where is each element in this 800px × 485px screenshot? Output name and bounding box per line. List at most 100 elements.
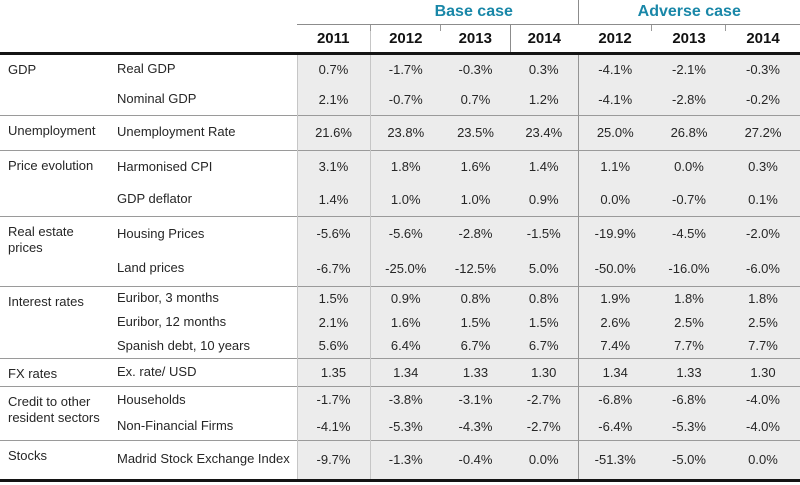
value-cell: -4.5%	[652, 215, 726, 251]
value-cell: -2.8%	[441, 215, 510, 251]
value-cell: -5.3%	[652, 413, 726, 440]
value-cell: 2.5%	[726, 310, 800, 334]
value-cell: 0.7%	[441, 84, 510, 115]
value-cell: 0.3%	[510, 52, 579, 84]
value-cell: 1.6%	[370, 310, 441, 334]
table-row: Credit to other resident sectors Househol…	[0, 385, 800, 440]
indicator-label: Madrid Stock Exchange Index	[110, 439, 297, 480]
value-cell: -5.3%	[370, 413, 441, 440]
value-cell: -51.3%	[578, 439, 652, 480]
value-cell: 0.1%	[726, 183, 800, 216]
value-cell: -6.8%	[578, 385, 652, 413]
value-cell: -12.5%	[441, 251, 510, 286]
value-cell: -0.2%	[726, 84, 800, 115]
year-header-adverse-2012: 2012	[578, 24, 652, 55]
value-cell: -3.1%	[441, 385, 510, 413]
table-row: Non-Financial Firms -4.1% -5.3% -4.3% -2.7% -…	[0, 413, 800, 440]
value-cell: 1.1%	[578, 149, 652, 183]
value-cell: -4.1%	[296, 413, 371, 440]
years-header-row: 2011 2012 2013 2014 2012 2013 2014	[0, 24, 800, 55]
value-cell: -1.3%	[370, 439, 441, 480]
indicator-label: Nominal GDP	[110, 84, 297, 115]
value-cell: 5.0%	[510, 251, 579, 286]
group-real-estate-prices: Real estate prices Housing Prices -5.6% -5.…	[0, 215, 800, 286]
value-cell: 7.4%	[578, 334, 652, 358]
indicator-label: Non-Financial Firms	[110, 413, 297, 440]
value-cell: 23.5%	[441, 114, 510, 150]
indicator-label: Euribor, 3 months	[110, 285, 297, 310]
base-case-header: Base case	[370, 0, 578, 25]
year-header-base-2014: 2014	[509, 24, 578, 55]
group-credit-to-other-resident-sectors: Credit to other resident sectors Househol…	[0, 385, 800, 440]
value-cell: -4.0%	[726, 413, 800, 440]
value-cell: -0.3%	[726, 52, 800, 84]
group-price-evolution: Price evolution Harmonised CPI 3.1% 1.8% 1.6…	[0, 149, 800, 216]
value-cell: -1.5%	[510, 215, 579, 251]
value-cell: 0.3%	[726, 149, 800, 183]
value-cell: 0.8%	[441, 285, 510, 310]
value-cell: 2.1%	[296, 310, 371, 334]
value-cell: 21.6%	[296, 114, 371, 150]
indicator-label: Euribor, 12 months	[110, 310, 297, 334]
table-row: GDP deflator 1.4% 1.0% 1.0% 0.9% 0.0% -0.7% 0.1…	[0, 183, 800, 216]
group-gdp: GDP Real GDP 0.7% -1.7% -0.3% 0.3% -4.1% -2.1% -…	[0, 52, 800, 115]
table-row: FX rates Ex. rate/ USD 1.35 1.34 1.33 1.30 1.3…	[0, 357, 800, 386]
value-cell: -2.8%	[652, 84, 726, 115]
table-row: Spanish debt, 10 years 5.6% 6.4% 6.7% 6.7% 7.…	[0, 334, 800, 358]
indicator-label: Housing Prices	[110, 215, 297, 251]
indicator-label: Spanish debt, 10 years	[110, 334, 297, 358]
value-cell: 2.5%	[652, 310, 726, 334]
value-cell: 1.30	[726, 357, 800, 386]
value-cell: -0.4%	[441, 439, 510, 480]
value-cell: -4.1%	[578, 84, 652, 115]
category-label: Stocks	[0, 439, 110, 480]
value-cell: -6.8%	[652, 385, 726, 413]
value-cell: -4.1%	[578, 52, 652, 84]
table-row: Real estate prices Housing Prices -5.6% -5.…	[0, 215, 800, 286]
table-row: GDP Real GDP 0.7% -1.7% -0.3% 0.3% -4.1% -2.1% -…	[0, 52, 800, 115]
value-cell: -2.7%	[510, 413, 579, 440]
category-label: GDP	[0, 52, 110, 115]
value-cell: 6.7%	[510, 334, 579, 358]
case-header-row: Base case Adverse case	[0, 0, 800, 25]
value-cell: 1.0%	[441, 183, 510, 216]
value-cell: 1.34	[370, 357, 441, 386]
indicator-label: Harmonised CPI	[110, 149, 297, 183]
value-cell: 1.33	[441, 357, 510, 386]
year-header-base-2011: 2011	[297, 24, 371, 55]
value-cell: 1.5%	[510, 310, 579, 334]
value-cell: 0.0%	[578, 183, 652, 216]
header-spacer-2011	[297, 0, 370, 25]
category-label: Interest rates	[0, 285, 110, 358]
table-row: Euribor, 12 months 2.1% 1.6% 1.5% 1.5% 2.6% 2.…	[0, 310, 800, 334]
indicator-label: Real GDP	[110, 52, 297, 84]
group-interest-rates: Interest rates Euribor, 3 months 1.5% 0.9% 0…	[0, 285, 800, 358]
value-cell: -5.6%	[370, 215, 441, 251]
value-cell: 0.9%	[510, 183, 579, 216]
year-header-adverse-2013: 2013	[651, 24, 726, 55]
value-cell: -5.6%	[296, 215, 371, 251]
value-cell: 1.34	[578, 357, 652, 386]
value-cell: -0.7%	[370, 84, 441, 115]
value-cell: -3.8%	[370, 385, 441, 413]
value-cell: 1.9%	[578, 285, 652, 310]
header-spacer	[0, 0, 297, 24]
value-cell: 6.4%	[370, 334, 441, 358]
value-cell: 1.4%	[510, 149, 579, 183]
value-cell: 1.0%	[370, 183, 441, 216]
value-cell: 26.8%	[652, 114, 726, 150]
value-cell: 0.0%	[510, 439, 579, 480]
value-cell: 1.5%	[441, 310, 510, 334]
value-cell: 0.0%	[726, 439, 800, 480]
category-label: FX rates	[0, 357, 110, 386]
value-cell: 0.9%	[370, 285, 441, 310]
value-cell: 27.2%	[726, 114, 800, 150]
value-cell: 1.8%	[652, 285, 726, 310]
years-spacer	[0, 24, 297, 55]
value-cell: 1.5%	[296, 285, 371, 310]
table-row: Land prices -6.7% -25.0% -12.5% 5.0% -50.0% -1…	[0, 251, 800, 286]
value-cell: 0.0%	[652, 149, 726, 183]
year-header-adverse-2014: 2014	[725, 24, 800, 55]
